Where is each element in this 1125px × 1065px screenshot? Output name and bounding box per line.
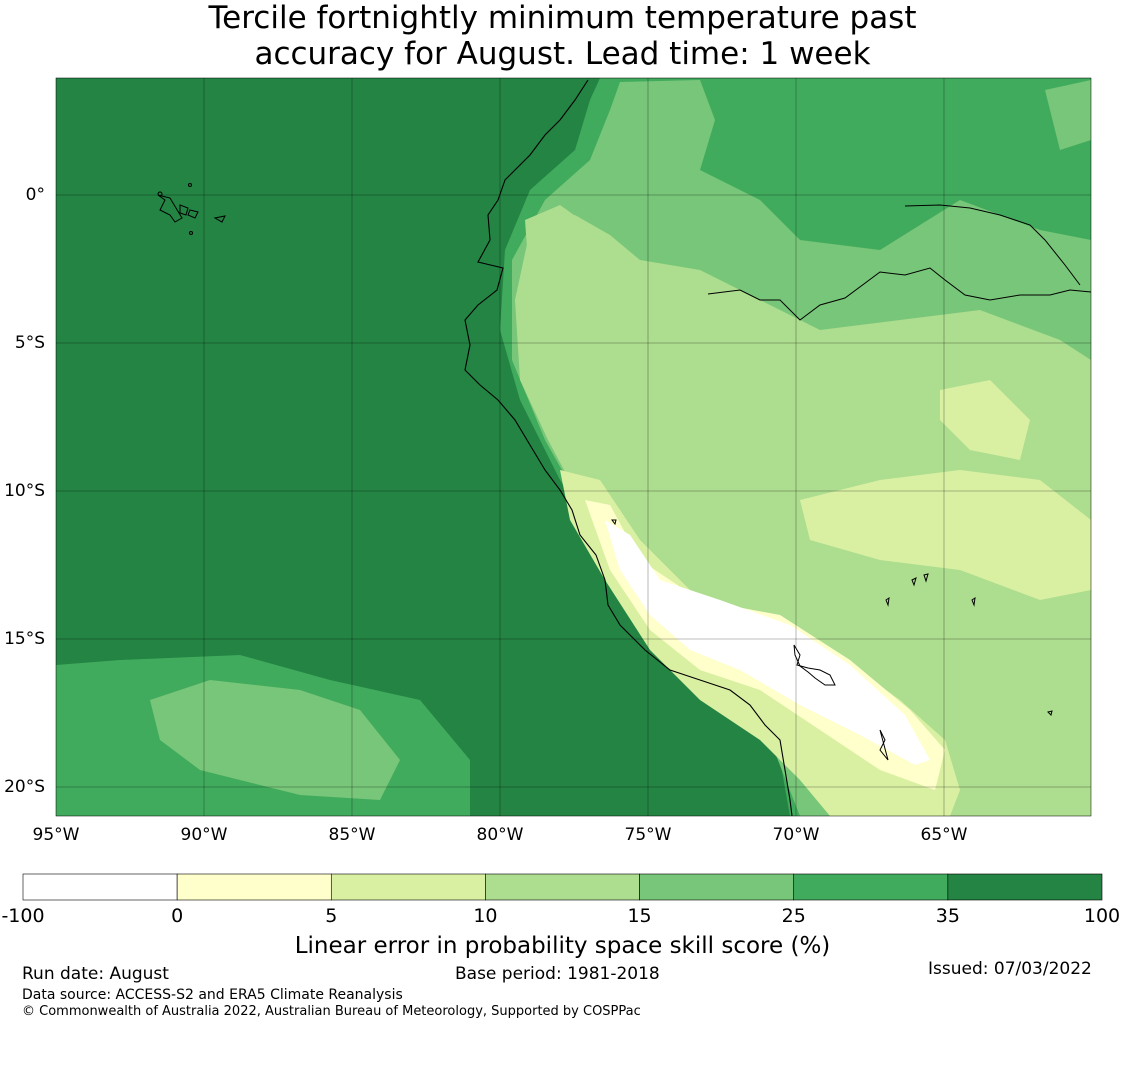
colorbar-swatch	[485, 873, 640, 901]
map-frame	[55, 77, 1092, 817]
small-lakes	[611, 519, 1053, 716]
colorbar-tick-label: 35	[936, 905, 960, 927]
lat-label-0: 0°	[26, 185, 45, 205]
lat-label-20s: 20°S	[4, 777, 45, 797]
lat-label-15s: 15°S	[4, 629, 45, 649]
river-napo	[904, 204, 1081, 286]
issued-date: Issued: 07/03/2022	[928, 959, 1092, 979]
skill-region-15-25-ne	[1045, 80, 1091, 150]
lon-tick-labels: 95°W 90°W 85°W 80°W 75°W 70°W 65°W	[33, 825, 968, 845]
galapagos-islands	[157, 183, 226, 235]
colorbar	[22, 873, 1103, 901]
lon-label-85w: 85°W	[329, 825, 376, 845]
colorbar-ticks: -100 0 5 10 15 25 35 100	[1, 905, 1120, 927]
colorbar-swatch	[947, 873, 1103, 901]
lat-tick-labels: 0° 5°S 10°S 15°S 20°S	[4, 185, 45, 797]
base-period: Base period: 1981-2018	[455, 964, 660, 984]
grid-lines	[56, 78, 1091, 816]
lon-label-70w: 70°W	[773, 825, 820, 845]
colorbar-tick-label: 25	[782, 905, 806, 927]
map-area	[56, 78, 1091, 816]
lake-titicaca	[793, 644, 836, 686]
skill-region-15-25-south	[150, 680, 400, 800]
coastline	[464, 79, 793, 816]
lon-label-95w: 95°W	[33, 825, 80, 845]
map-title: Tercile fortnightly minimum temperature …	[0, 0, 1125, 72]
lon-label-80w: 80°W	[477, 825, 524, 845]
lon-label-65w: 65°W	[921, 825, 968, 845]
run-date: Run date: August	[22, 964, 169, 984]
skill-region-10-15	[515, 215, 1091, 816]
river-amazon	[707, 267, 1091, 321]
colorbar-tick-label: 5	[325, 905, 337, 927]
title-line-1: Tercile fortnightly minimum temperature …	[208, 0, 917, 36]
colorbar-tick-label: 0	[171, 905, 183, 927]
colorbar-swatch	[330, 873, 486, 901]
lon-label-75w: 75°W	[625, 825, 672, 845]
lat-label-5s: 5°S	[15, 333, 45, 353]
lake-poopo	[879, 729, 889, 761]
colorbar-tick-label: 15	[627, 905, 651, 927]
colorbar-swatch	[22, 873, 178, 901]
lat-label-10s: 10°S	[4, 481, 45, 501]
colorbar-tick-label: -100	[1, 905, 44, 927]
skill-region-10-15-west	[525, 205, 600, 300]
colorbar-label: Linear error in probability space skill …	[294, 933, 831, 959]
colorbar-tick-label: 10	[473, 905, 497, 927]
title-line-2: accuracy for August. Lead time: 1 week	[254, 36, 871, 72]
colorbar-swatch	[176, 873, 332, 901]
colorbar-tick-label: 100	[1084, 905, 1120, 927]
skill-region-5-10-ne	[940, 380, 1030, 460]
colorbar-swatch	[639, 873, 795, 901]
skill-region-5-10-east	[800, 470, 1091, 600]
skill-region-below-0	[605, 520, 930, 765]
lon-label-90w: 90°W	[181, 825, 228, 845]
data-source: Data source: ACCESS-S2 and ERA5 Climate …	[22, 987, 403, 1003]
copyright: © Commonwealth of Australia 2022, Austra…	[22, 1004, 641, 1019]
colorbar-swatch	[793, 873, 949, 901]
